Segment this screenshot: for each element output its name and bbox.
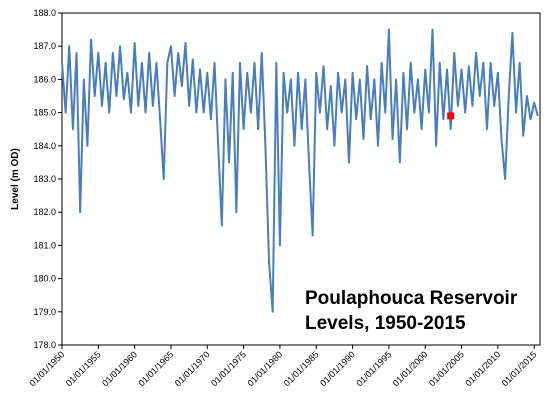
x-tick-label: 01/01/1990 xyxy=(318,349,357,388)
x-tick-label: 01/01/1965 xyxy=(136,349,175,388)
x-tick-label: 01/01/1970 xyxy=(173,349,212,388)
annotation: Levels, 1950-2015 xyxy=(305,313,466,334)
y-tick-label: 188.0 xyxy=(33,8,56,18)
x-tick-label: 01/01/1955 xyxy=(64,349,103,388)
highlight-point xyxy=(447,112,455,120)
y-tick-label: 179.0 xyxy=(33,307,56,317)
y-axis-label: Level (m OD) xyxy=(10,148,21,210)
x-tick-label: 01/01/1980 xyxy=(245,349,284,388)
x-tick-label: 01/01/1960 xyxy=(100,349,139,388)
y-tick-label: 181.0 xyxy=(33,240,56,250)
x-tick-label: 01/01/2000 xyxy=(391,349,430,388)
x-tick-label: 01/01/2005 xyxy=(427,349,466,388)
x-tick-label: 01/01/1975 xyxy=(209,349,248,388)
y-tick-label: 178.0 xyxy=(33,340,56,350)
y-tick-label: 183.0 xyxy=(33,174,56,184)
y-tick-label: 182.0 xyxy=(33,207,56,217)
annotation: Poulaphouca Reservoir xyxy=(305,288,518,309)
line-series xyxy=(61,28,539,313)
x-tick-label: 01/01/2015 xyxy=(500,349,539,388)
y-tick-label: 185.0 xyxy=(33,108,56,118)
x-tick-label: 01/01/1995 xyxy=(354,349,393,388)
y-tick-label: 180.0 xyxy=(33,274,56,284)
x-tick-label: 01/01/1985 xyxy=(282,349,321,388)
y-tick-label: 187.0 xyxy=(33,41,56,51)
y-tick-label: 186.0 xyxy=(33,74,56,84)
x-tick-label: 01/01/2010 xyxy=(463,349,502,388)
y-tick-label: 184.0 xyxy=(33,141,56,151)
x-tick-label: 01/01/1950 xyxy=(27,349,66,388)
